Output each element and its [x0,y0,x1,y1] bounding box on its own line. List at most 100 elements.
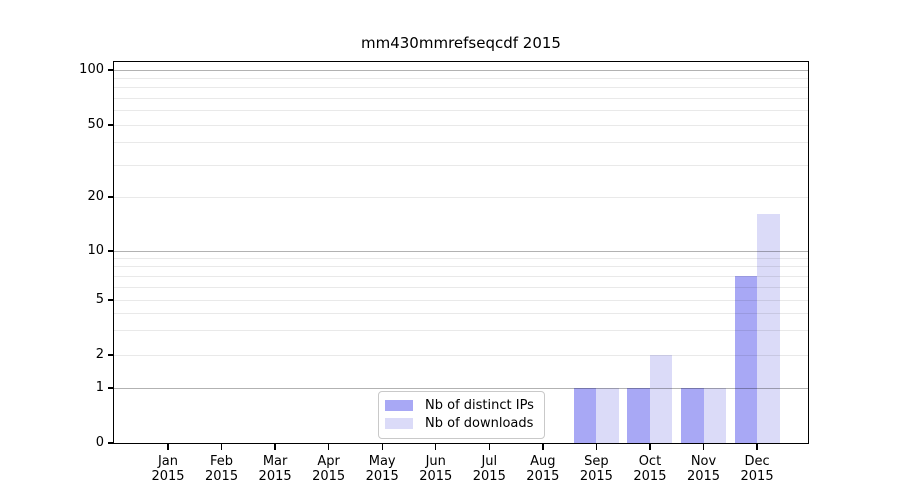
x-tick-mark [756,444,758,450]
x-tick-label: Mar 2015 [248,454,302,484]
x-tick-label: Jun 2015 [409,454,463,484]
x-tick-month: Nov [690,454,717,469]
y-tick-label: 10 [87,243,104,258]
gridline-minor [114,312,808,314]
legend-item-distinct-ips: Nb of distinct IPs [385,398,534,413]
x-tick-label: Jul 2015 [462,454,516,484]
x-tick-month: Feb [210,454,234,469]
x-tick-mark [435,444,437,450]
legend-swatch-downloads-icon [385,418,413,429]
x-tick-year: 2015 [526,469,560,484]
gridline-minor [114,275,808,277]
x-tick-mark [167,444,169,450]
x-tick-mark [702,444,705,450]
gridline-minor [114,299,808,301]
x-tick-year: 2015 [419,469,453,484]
y-tick-mark [108,69,114,71]
y-tick-mark [108,124,114,126]
gridline-minor [114,354,808,356]
x-tick-year: 2015 [205,469,239,484]
x-tick-month: Oct [638,454,662,469]
y-tick-mark [108,387,114,389]
legend: Nb of distinct IPs Nb of downloads [378,391,545,439]
gridline-minor [114,87,808,89]
x-tick-month: Jul [481,454,498,469]
x-tick-mark [542,444,544,450]
gridline-minor [114,110,808,112]
gridline-minor [114,142,808,144]
bar-distinct-ips [681,388,704,443]
x-tick-mark [595,444,598,450]
x-tick-year: 2015 [365,469,399,484]
y-tick-label: 5 [95,292,104,307]
plot-inner: Nb of distinct IPs Nb of downloads 0 1 2 5 1… [79,62,808,484]
y-tick-label: 50 [87,117,104,132]
x-tick-mark [220,444,223,450]
y-tick-mark [108,442,114,444]
x-tick-label: Oct 2015 [623,454,677,484]
y-tick-label: 20 [87,189,104,204]
y-tick-mark [108,196,114,198]
y-tick-mark [108,250,114,252]
gridline-minor [114,77,808,79]
gridline-major [114,250,808,252]
x-tick-label: Aug 2015 [516,454,570,484]
legend-label-downloads: Nb of downloads [425,416,534,431]
bar-downloads [649,355,673,443]
y-tick-mark [108,354,114,356]
x-tick-mark [274,444,276,450]
x-tick-year: 2015 [579,469,613,484]
x-tick-label: Apr 2015 [302,454,356,484]
x-tick-year: 2015 [740,469,774,484]
x-tick-label: Dec 2015 [730,454,784,484]
gridline-major [114,387,808,389]
legend-swatch-distinct-ips-icon [385,400,413,411]
x-tick-month: Sep [584,454,609,469]
x-tick-month: Jun [425,454,446,469]
plot-area: Nb of distinct IPs Nb of downloads 0 1 2 5 1… [79,61,809,484]
bar-distinct-ips [573,388,597,443]
chart-title: mm430mmrefseqcdf 2015 [361,34,561,52]
y-tick-label: 0 [95,435,104,450]
x-tick-label: Feb 2015 [195,454,249,484]
x-tick-year: 2015 [151,469,185,484]
gridline-minor [114,330,808,332]
x-tick-year: 2015 [312,469,346,484]
y-tick-label: 100 [79,62,104,77]
gridline-minor [114,286,808,288]
x-tick-label: Nov 2015 [677,454,731,484]
x-tick-mark [649,444,651,450]
gridline-major [114,69,808,71]
x-tick-mark [381,444,383,450]
x-tick-month: Dec [744,454,770,469]
x-tick-year: 2015 [472,469,506,484]
gridline-minor [114,257,808,259]
gridline-minor [114,266,808,268]
gridline-minor [114,97,808,99]
legend-item-downloads: Nb of downloads [385,416,534,431]
bar-downloads [757,214,780,443]
x-tick-year: 2015 [686,469,721,484]
x-tick-label: Jan 2015 [141,454,195,484]
bar-distinct-ips [734,276,758,443]
gridline-minor [114,124,808,126]
x-tick-year: 2015 [633,469,667,484]
bar-downloads [703,388,726,443]
bar-downloads [596,388,619,443]
x-tick-mark [327,444,330,450]
x-tick-month: Mar [262,454,288,469]
x-tick-month: Apr [317,454,340,469]
x-tick-month: Jan [157,454,179,469]
y-tick-label: 1 [95,380,104,395]
x-tick-month: May [368,454,396,469]
bar-distinct-ips [627,388,650,443]
x-tick-mark [488,444,490,450]
x-tick-month: Aug [530,454,556,469]
x-tick-label: Sep 2015 [569,454,623,484]
y-tick-mark [108,299,114,301]
y-tick-label: 2 [95,347,104,362]
legend-label-distinct-ips: Nb of distinct IPs [425,398,534,413]
x-tick-year: 2015 [258,469,292,484]
x-tick-label: May 2015 [355,454,409,484]
